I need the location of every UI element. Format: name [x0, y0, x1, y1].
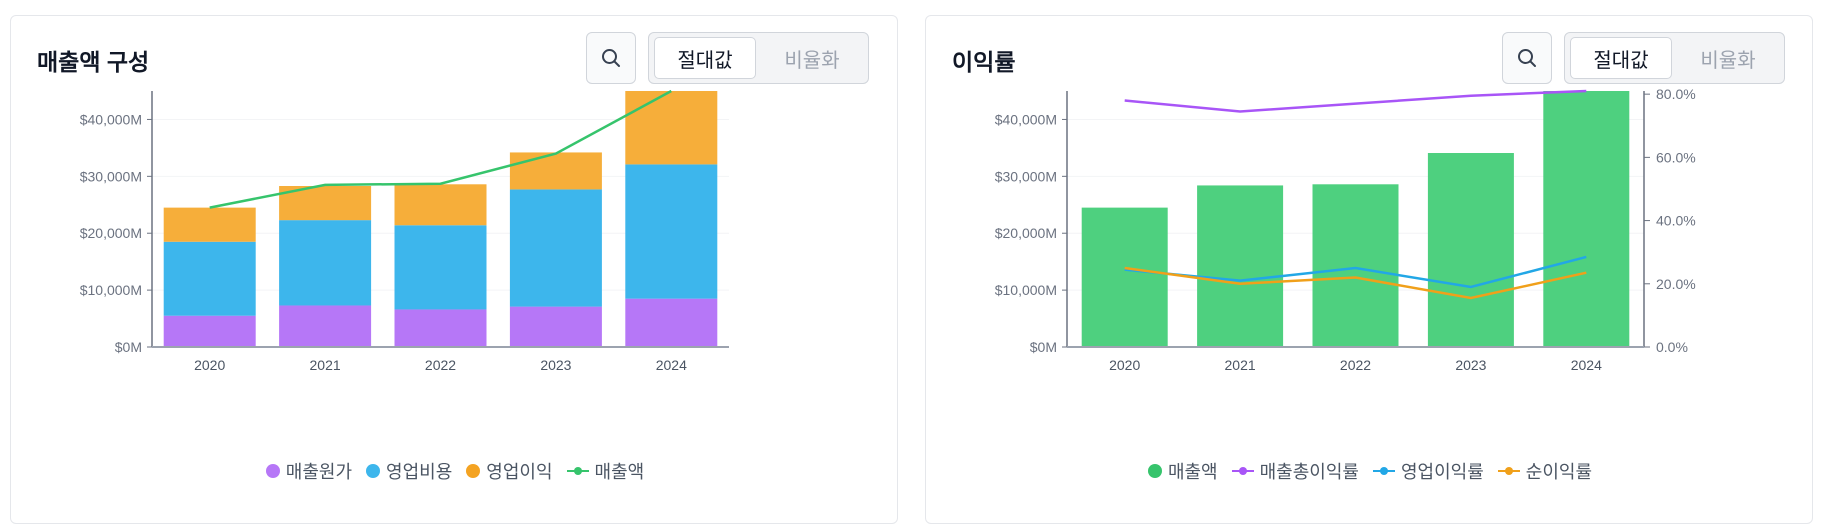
legend-label: 매출액 [1167, 462, 1218, 482]
y2-tick-label: 40.0% [1656, 213, 1696, 229]
search-button[interactable] [1502, 32, 1552, 84]
legend-item[interactable]: 매출총이익률 [1231, 458, 1359, 484]
absolute-toggle-button[interactable]: 절대값 [654, 37, 756, 79]
bar-segment [279, 305, 372, 347]
revenue-bar [1081, 207, 1168, 347]
y-tick-label: $0M [115, 339, 142, 355]
bar-segment [509, 306, 602, 347]
absolute-toggle-button[interactable]: 절대값 [1570, 37, 1672, 79]
legend-line-marker [1372, 464, 1395, 478]
card-title: 매출액 구성 [37, 49, 150, 75]
y-tick-label: $30,000M [80, 168, 142, 184]
bar-segment [625, 298, 718, 347]
y-tick-label: $40,000M [995, 111, 1057, 127]
profit-margin-card: 이익률 절대값 비율화 $0M $10,000M $20,000M $30,000M $… [925, 15, 1813, 524]
legend-dot-marker [466, 464, 481, 478]
revenue-composition-chart: $0M $10,000M $20,000M $30,000M $40,000M 2020 2… [80, 89, 729, 373]
x-tick-label: 2024 [656, 357, 687, 373]
ratio-toggle-button[interactable]: 비율화 [1700, 49, 1756, 72]
legend-item[interactable]: 매출원가 [265, 458, 353, 484]
revenue-bar [1312, 184, 1399, 347]
view-toggle: 절대값 비율화 [1564, 32, 1785, 84]
legend-label: 영업이익률 [1400, 462, 1484, 482]
legend-item[interactable]: 영업이익률 [1372, 458, 1484, 484]
bar-segment [625, 164, 718, 299]
x-tick-label: 2023 [1455, 357, 1486, 373]
y2-tick-label: 60.0% [1656, 149, 1696, 165]
y-tick-label: $10,000M [995, 282, 1057, 298]
x-tick-label: 2022 [1340, 357, 1371, 373]
bar-segment [394, 225, 487, 310]
legend-label: 매출원가 [285, 462, 353, 482]
revenue-composition-card: 매출액 구성 절대값 비율화 $0M $10,000M $20,000M $30,00… [10, 15, 898, 524]
y-tick-label: $20,000M [995, 225, 1057, 241]
bar-segment [625, 91, 718, 165]
bar-segment [394, 184, 487, 226]
margin-line [1124, 255, 1587, 289]
y-tick-label: $20,000M [80, 225, 142, 241]
legend-dot-marker [366, 464, 381, 478]
search-icon [602, 49, 620, 67]
x-tick-label: 2023 [540, 357, 571, 373]
x-tick-label: 2022 [425, 357, 456, 373]
legend-item[interactable]: 매출액 [566, 458, 645, 484]
legend-line-marker [1497, 464, 1520, 478]
x-tick-label: 2020 [1109, 357, 1140, 373]
y-tick-label: $40,000M [80, 111, 142, 127]
bar-segment [509, 189, 602, 307]
legend-label: 매출총이익률 [1259, 462, 1359, 482]
revenue-line [209, 89, 672, 209]
y2-tick-label: 80.0% [1656, 86, 1696, 102]
legend-item[interactable]: 영업이익 [466, 458, 553, 484]
x-tick-label: 2020 [194, 357, 225, 373]
legend-dot-marker [265, 464, 280, 478]
legend-dot-marker [1147, 464, 1162, 478]
y2-tick-label: 20.0% [1656, 276, 1696, 292]
ratio-toggle-button[interactable]: 비율화 [784, 49, 840, 72]
y-tick-label: $10,000M [80, 282, 142, 298]
y-tick-label: $30,000M [995, 168, 1057, 184]
x-tick-label: 2021 [310, 357, 341, 373]
bar-segment [163, 315, 256, 347]
bar-segment [509, 152, 602, 190]
bar-segment [163, 241, 256, 316]
legend-label: 순이익률 [1525, 462, 1593, 482]
legend-label: 영업비용 [386, 462, 453, 482]
legend: 매출원가 영업비용 영업이익 매출액 [11, 458, 899, 484]
margin-line [1124, 89, 1587, 113]
legend-line-marker [566, 464, 589, 478]
legend-line-marker [1231, 464, 1254, 478]
search-icon [1518, 49, 1536, 67]
card-title: 이익률 [952, 49, 1016, 75]
legend-item[interactable]: 영업비용 [366, 458, 452, 484]
legend-label: 영업이익 [486, 462, 553, 482]
profit-margin-chart: $0M $10,000M $20,000M $30,000M $40,000M 0.0% 2… [995, 86, 1696, 373]
search-button[interactable] [586, 32, 636, 84]
legend-item[interactable]: 매출액 [1147, 458, 1218, 484]
bar-segment [163, 207, 256, 242]
legend: 매출액 매출총이익률 영업이익률 순이익률 [926, 458, 1814, 484]
revenue-bar [1543, 91, 1630, 347]
bar-segment [279, 220, 372, 306]
view-toggle: 절대값 비율화 [648, 32, 869, 84]
y2-tick-label: 0.0% [1656, 339, 1688, 355]
y-tick-label: $0M [1030, 339, 1057, 355]
bar-segment [394, 309, 487, 347]
legend-item[interactable]: 순이익률 [1497, 458, 1593, 484]
margin-line [1124, 266, 1587, 300]
legend-label: 매출액 [594, 462, 645, 482]
revenue-bar [1427, 153, 1514, 347]
x-tick-label: 2024 [1571, 357, 1602, 373]
x-tick-label: 2021 [1225, 357, 1256, 373]
revenue-bar [1197, 185, 1284, 347]
